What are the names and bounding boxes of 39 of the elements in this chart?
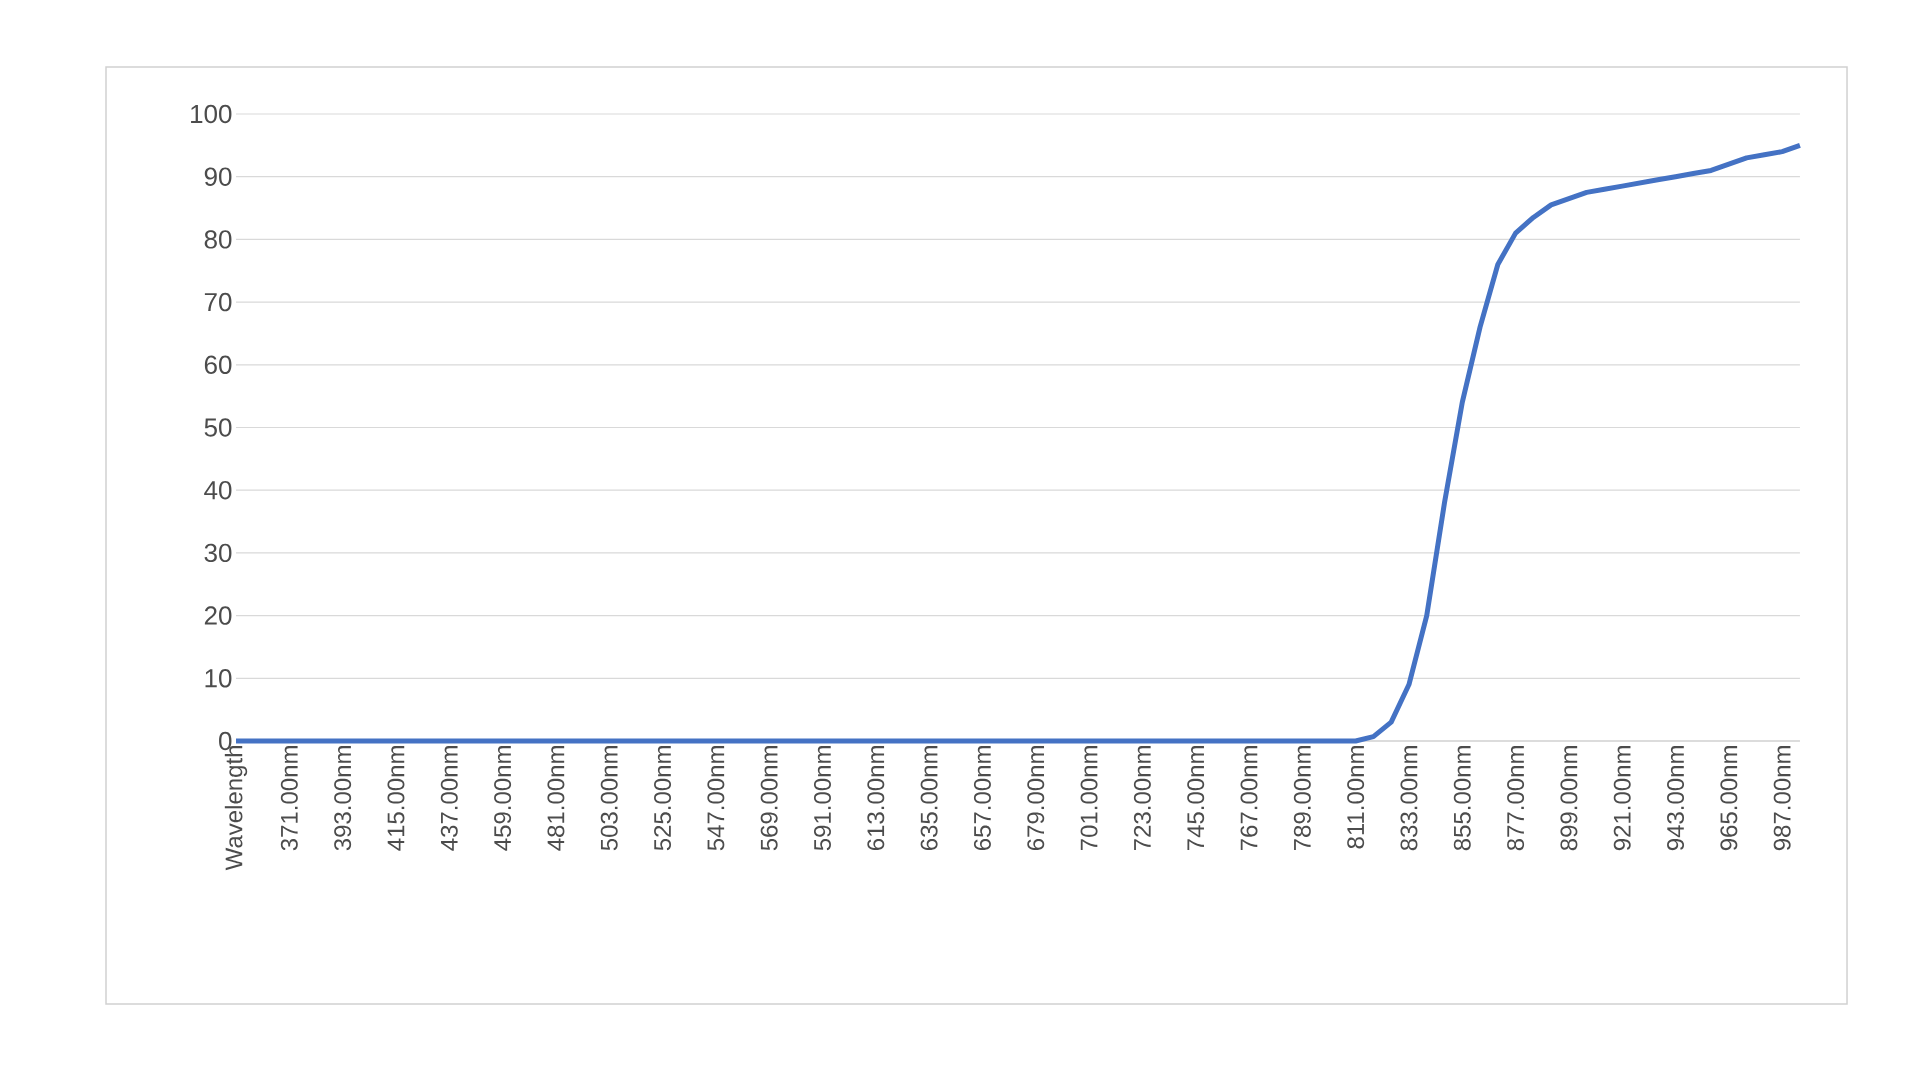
x-tick-label: 811.00nm xyxy=(1347,746,1365,849)
x-tick-label: 921.00nm xyxy=(1613,746,1631,851)
x-tick-label: 613.00nm xyxy=(867,746,885,851)
x-tick-label: 701.00nm xyxy=(1080,746,1098,851)
x-tick-label: 591.00nm xyxy=(814,746,831,851)
y-tick-label: 20 xyxy=(204,606,232,625)
x-tick-label: 481.00nm xyxy=(547,746,565,851)
x-tick-label: 965.00nm xyxy=(1720,746,1738,851)
x-tick-label: 503.00nm xyxy=(600,746,618,851)
y-tick-label: 70 xyxy=(204,292,232,312)
y-tick-label: 30 xyxy=(204,543,232,563)
x-tick-label: 679.00nm xyxy=(1027,746,1045,851)
x-tick-label: 657.00nm xyxy=(973,746,991,851)
x-tick-label: 437.00nm xyxy=(440,746,458,851)
x-tick-label: 789.00nm xyxy=(1293,746,1311,851)
x-tick-label: 525.00nm xyxy=(654,746,672,851)
x-tick-label: 569.00nm xyxy=(760,746,778,851)
y-tick-label: 60 xyxy=(204,355,232,374)
x-tick-label: 833.00nm xyxy=(1400,746,1418,851)
x-tick-label: 767.00nm xyxy=(1240,746,1258,851)
x-tick-label: 943.00nm xyxy=(1667,746,1685,851)
y-tick-label: 40 xyxy=(204,480,232,500)
x-tick-label: 393.00nm xyxy=(334,746,352,851)
x-tick-label: 371.00nm xyxy=(280,746,298,851)
x-tick-label: 635.00nm xyxy=(920,746,938,851)
x-tick-label: 855.00nm xyxy=(1453,746,1471,851)
x-tick-label: 723.00nm xyxy=(1133,746,1151,851)
x-tick-label: 745.00nm xyxy=(1187,746,1205,851)
x-tick-label: 987.00nm xyxy=(1773,746,1791,851)
y-tick-label: 90 xyxy=(204,167,232,186)
y-tick-label: 50 xyxy=(204,418,232,437)
x-tick-label: 547.00nm xyxy=(707,746,725,851)
x-tick-label: 415.00nm xyxy=(387,746,405,851)
x-tick-label: 877.00nm xyxy=(1507,746,1525,851)
y-tick-label: 10 xyxy=(205,669,232,688)
y-tick-label: 80 xyxy=(204,230,232,249)
x-tick-label: 899.00nm xyxy=(1560,746,1578,851)
x-tick-label: 459.00nm xyxy=(494,746,512,851)
y-tick-label: 100 xyxy=(191,104,232,124)
